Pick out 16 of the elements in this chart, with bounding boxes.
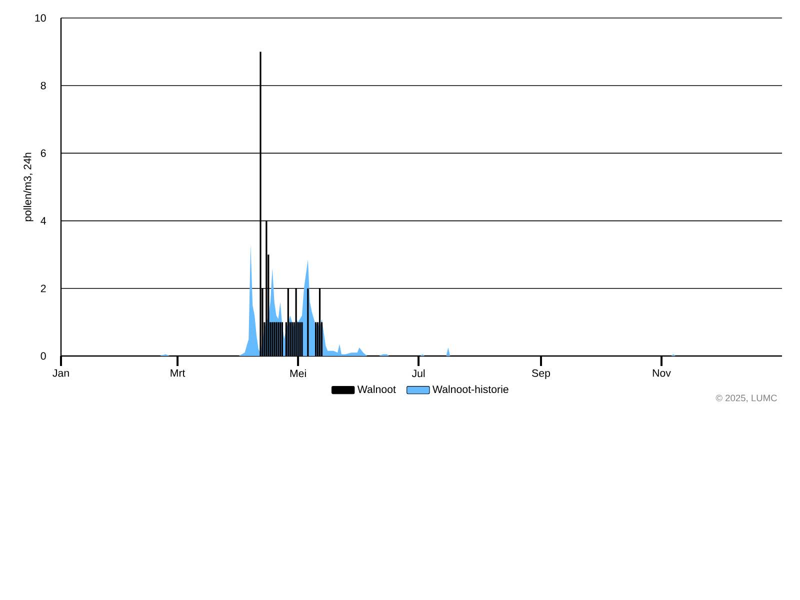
x-tick-label: Jan xyxy=(52,369,69,377)
legend-label: Walnoot xyxy=(357,385,396,394)
y-tick-label: 10 xyxy=(35,14,46,22)
y-tick-label: 8 xyxy=(40,82,46,90)
legend-label: Walnoot-historie xyxy=(432,385,508,394)
x-tick-label: Mrt xyxy=(170,369,186,377)
y-tick-label: 6 xyxy=(40,149,46,157)
text: © 2025, LUMC xyxy=(716,394,777,402)
y-tick-label: 4 xyxy=(40,217,46,224)
x-tick-label: Nov xyxy=(652,369,671,377)
x-tick-label: Jul xyxy=(412,369,425,378)
y-tick-label: 0 xyxy=(40,352,46,360)
x-tick-label: Mei xyxy=(290,369,306,378)
y-axis-title: pollen/m3, 24h xyxy=(23,152,34,222)
y-tick-label: 2 xyxy=(40,284,46,292)
x-tick-label: Sep xyxy=(532,369,550,379)
